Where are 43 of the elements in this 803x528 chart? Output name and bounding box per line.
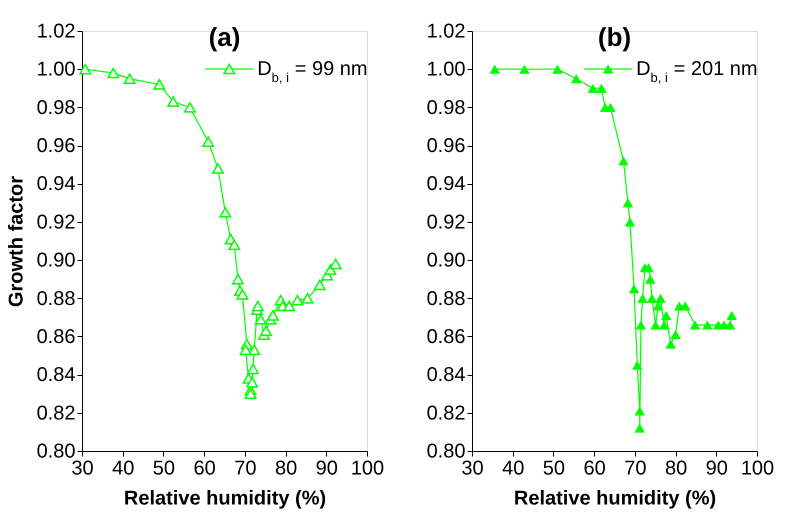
y-tick-label: 1.00 xyxy=(36,58,76,81)
x-tick-label: 30 xyxy=(461,458,484,480)
y-tick-label: 0.86 xyxy=(426,326,466,348)
y-tick-label: 0.96 xyxy=(36,135,76,158)
y-tick-label: 0.96 xyxy=(426,135,466,158)
x-tick-label: 60 xyxy=(194,458,216,480)
x-axis-title: Relative humidity (%) xyxy=(514,488,716,510)
x-tick-label: 80 xyxy=(664,458,688,480)
x-tick-label: 100 xyxy=(740,458,774,480)
x-tick-label: 100 xyxy=(350,458,384,480)
y-tick-label: 0.84 xyxy=(426,364,466,386)
y-tick-label: 0.92 xyxy=(426,211,466,234)
x-axis-title: Relative humidity (%) xyxy=(124,488,326,510)
chart-title: (a) xyxy=(208,22,240,52)
x-tick-label: 90 xyxy=(316,458,338,480)
y-tick-label: 0.94 xyxy=(36,173,76,196)
x-tick-label: 80 xyxy=(274,458,298,480)
x-tick-label: 40 xyxy=(112,458,134,480)
y-tick-label: 0.86 xyxy=(36,326,76,348)
y-tick-label: 0.94 xyxy=(426,173,466,196)
x-tick-label: 50 xyxy=(152,458,176,480)
y-tick-label: 0.92 xyxy=(36,211,76,234)
y-axis-title: Growth factor xyxy=(6,176,28,308)
chart-title: (b) xyxy=(598,22,632,52)
x-tick-label: 50 xyxy=(542,458,566,480)
y-tick-label: 0.84 xyxy=(36,364,76,386)
x-tick-label: 90 xyxy=(706,458,728,480)
x-tick-label: 70 xyxy=(624,458,646,480)
y-tick-label: 0.98 xyxy=(426,96,466,119)
x-tick-label: 70 xyxy=(234,458,256,480)
y-tick-label: 1.02 xyxy=(36,20,76,42)
x-tick-label: 30 xyxy=(71,458,94,480)
y-tick-label: 1.02 xyxy=(426,20,466,42)
y-tick-label: 0.90 xyxy=(426,250,466,272)
y-tick-label: 0.82 xyxy=(426,402,466,424)
y-tick-label: 0.88 xyxy=(36,288,76,310)
x-tick-label: 60 xyxy=(584,458,606,480)
y-tick-label: 0.88 xyxy=(426,288,466,310)
y-tick-label: 0.90 xyxy=(36,250,76,272)
y-tick-label: 0.82 xyxy=(36,402,76,424)
y-tick-label: 0.98 xyxy=(36,96,76,119)
y-tick-label: 1.00 xyxy=(426,58,466,81)
x-tick-label: 40 xyxy=(502,458,524,480)
